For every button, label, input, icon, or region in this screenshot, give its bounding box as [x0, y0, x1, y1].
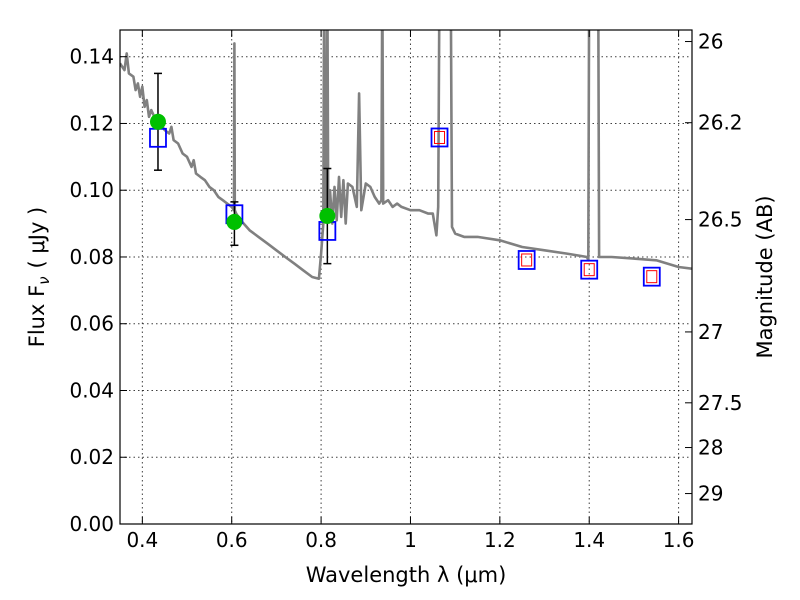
plot-frame	[119, 29, 693, 525]
y2-tick-label: 28	[698, 436, 723, 460]
model-photometry-square	[517, 250, 536, 270]
y2-tick-label: 29	[698, 482, 723, 506]
y2-tick-label: 27.5	[698, 391, 743, 415]
y-tick-label: 0.08	[69, 245, 114, 269]
ticks	[120, 30, 692, 525]
model-photometry-square	[642, 266, 661, 287]
x-tick-label: 1.4	[573, 528, 605, 552]
small-model-square	[646, 270, 658, 284]
y-tick-label: 0.06	[69, 312, 114, 336]
x-tick-label: 0.4	[126, 528, 158, 552]
tick-labels: 0.4 0.6 0.8 1 1.2 1.4 1.6 0.00 0.02 0.04 0.06 0.08 0…	[69, 30, 742, 552]
x-axis-title: Wavelength λ (μm)	[306, 563, 507, 587]
x-tick-label: 0.6	[216, 528, 248, 552]
y-tick-label: 0.02	[69, 445, 114, 469]
observed-photometry-point	[319, 207, 336, 224]
small-model-square	[434, 130, 446, 144]
model-photometry-square	[580, 259, 599, 280]
model-photometry-square	[430, 127, 449, 148]
small-model-square	[521, 253, 533, 267]
x-tick-label: 0.8	[305, 528, 337, 552]
observed-photometry-point	[226, 213, 243, 230]
y-axis-title: Flux Fν ( μJy )	[25, 207, 53, 348]
plot-area	[120, 30, 692, 287]
x-tick-label: 1.2	[484, 528, 516, 552]
y-tick-label: 0.00	[69, 512, 114, 536]
y2-axis-title: Magnitude (AB)	[753, 195, 777, 358]
y-axis-title-sub: ν	[35, 276, 53, 284]
observed-photometry-point	[149, 113, 166, 130]
y2-tick-label: 27	[698, 320, 723, 344]
y-tick-label: 0.12	[69, 111, 114, 135]
svg-text:Flux Fν( μJy ): Flux Fν ( μJy )	[25, 207, 53, 348]
y2-tick-label: 26.2	[698, 111, 743, 135]
y-axis-title-main: Flux F	[25, 285, 49, 347]
y-axis-title-unit: ( μJy )	[25, 207, 49, 269]
small-model-square	[583, 263, 595, 277]
y2-tick-label: 26.5	[698, 208, 743, 232]
y-tick-label: 0.04	[69, 378, 114, 402]
model-spectrum-line	[120, 30, 692, 280]
x-tick-label: 1.6	[663, 528, 695, 552]
x-tick-label: 1	[404, 528, 417, 552]
y2-tick-label: 26	[698, 30, 723, 54]
y-tick-label: 0.10	[69, 178, 114, 202]
y-tick-label: 0.14	[69, 45, 114, 69]
